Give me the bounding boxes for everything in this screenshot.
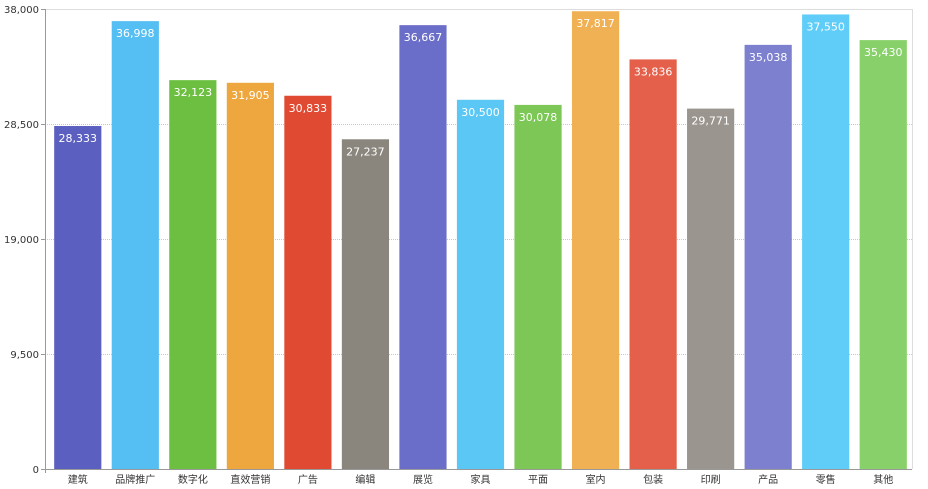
x-tick-label: 包装 [643, 473, 663, 486]
x-tick-label: 家具 [471, 473, 491, 486]
x-tick-label: 其他 [873, 473, 893, 486]
bar-value-label: 30,078 [519, 111, 558, 124]
bar[interactable] [111, 21, 159, 469]
bar[interactable] [456, 99, 505, 469]
x-tick-labels: 建筑 品牌推广 数字化 直效营销 广告 编辑 展览 家具 平面 室内 包装 印刷 产品 零售 其他 [68, 473, 893, 486]
y-tick-label: 28,500 [4, 120, 39, 131]
x-tick-label: 平面 [528, 475, 548, 486]
bar[interactable] [341, 139, 390, 470]
bar[interactable] [687, 108, 735, 470]
bar[interactable] [226, 82, 274, 469]
bar[interactable] [629, 59, 677, 469]
x-tick-label: 展览 [413, 473, 433, 486]
bar-value-label: 36,998 [116, 27, 155, 40]
x-tick-label: 零售 [816, 473, 836, 486]
bar-value-label: 28,333 [59, 132, 98, 145]
y-tick-label: 38,000 [4, 5, 39, 16]
x-tick-label: 建筑 [68, 473, 88, 486]
x-tick-label: 室内 [586, 473, 606, 486]
bar[interactable] [744, 44, 792, 470]
axes [41, 9, 913, 473]
bar-value-label: 31,905 [231, 89, 270, 102]
bar-value-label: 36,667 [404, 31, 443, 44]
bar[interactable] [859, 40, 907, 470]
bar-value-label: 32,123 [174, 86, 213, 99]
bar-value-label: 30,500 [461, 106, 500, 119]
bar[interactable] [399, 25, 447, 469]
x-tick-label: 品牌推广 [115, 473, 155, 486]
x-tick-label: 广告 [298, 473, 318, 486]
x-tick-label: 直效营销 [230, 473, 270, 486]
bar[interactable] [802, 14, 850, 469]
bar-value-label: 35,038 [749, 51, 788, 64]
bar[interactable] [169, 80, 217, 469]
bar[interactable] [54, 126, 102, 470]
y-tick-label: 0 [33, 465, 39, 476]
y-tick-labels: 0 9,500 19,000 28,500 38,000 [4, 5, 39, 476]
bar-value-label: 30,833 [289, 102, 328, 115]
y-tick-label: 9,500 [10, 350, 39, 361]
data-labels: 28,333 36,998 32,123 31,905 30,833 27,237 36,6… [59, 17, 903, 158]
bar-value-label: 35,430 [864, 46, 903, 59]
bar-value-label: 37,817 [576, 17, 615, 30]
bar-value-label: 29,771 [691, 115, 730, 128]
bar-value-label: 27,237 [346, 145, 385, 158]
x-tick-label: 编辑 [355, 473, 375, 486]
y-tick-label: 19,000 [4, 235, 39, 246]
x-tick-label: 产品 [758, 473, 778, 486]
bar-value-label: 33,836 [634, 65, 673, 78]
x-tick-label: 数字化 [178, 473, 208, 486]
bars [54, 11, 907, 470]
bar[interactable] [514, 104, 562, 470]
x-tick-label: 印刷 [701, 474, 721, 486]
bar-value-label: 37,550 [806, 20, 845, 33]
bar[interactable] [571, 11, 620, 469]
bar[interactable] [284, 95, 332, 469]
